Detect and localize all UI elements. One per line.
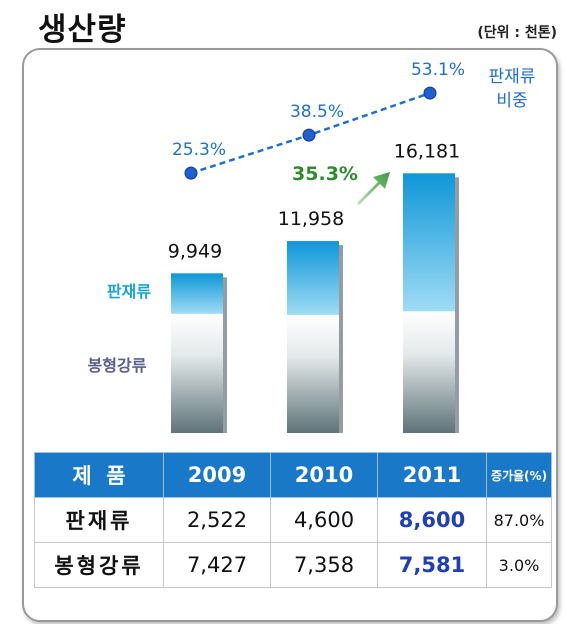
table-cell: 7,427 bbox=[163, 542, 271, 588]
legend-upper-label: 판재류 bbox=[107, 282, 151, 301]
header-2010: 2010 bbox=[270, 452, 378, 498]
row-label: 봉형강류 bbox=[34, 542, 164, 588]
share-label-2011: 53.1% bbox=[411, 60, 465, 80]
table-cell: 7,358 bbox=[270, 542, 378, 588]
unit-label: (단위 : 천톤) bbox=[477, 25, 557, 41]
share-label-2009: 25.3% bbox=[172, 140, 226, 160]
bar-depth bbox=[223, 277, 227, 433]
total-label-2009: 9,949 bbox=[168, 240, 222, 262]
table-cell: 7,581 bbox=[377, 542, 487, 588]
share-point-2009 bbox=[184, 166, 198, 180]
share-label-2010: 38.5% bbox=[290, 102, 344, 122]
table-cell: 4,600 bbox=[270, 497, 378, 543]
page-title: 생산량 bbox=[38, 12, 127, 48]
bar-upper-2010 bbox=[287, 241, 339, 315]
table-row: 판재류 2,522 4,600 8,600 87.0% bbox=[34, 497, 552, 543]
table-row: 봉형강류 7,427 7,358 7,581 3.0% bbox=[34, 542, 552, 588]
legend-line-label-2: 비중 bbox=[496, 91, 527, 111]
growth-annotation: 35.3% bbox=[292, 163, 358, 185]
header-2011: 2011 bbox=[377, 452, 487, 498]
bar-depth bbox=[455, 177, 459, 433]
table-header-row: 제 품 2009 2010 2011 증가율(%) bbox=[34, 452, 552, 498]
growth-rate-cell: 3.0% bbox=[486, 542, 552, 588]
bar-upper-2009 bbox=[171, 273, 223, 314]
legend-line-label-1: 판재류 bbox=[489, 67, 536, 87]
share-point-2011 bbox=[423, 86, 437, 100]
header-product: 제 품 bbox=[34, 452, 164, 498]
total-label-2010: 11,958 bbox=[278, 208, 344, 230]
table-cell: 2,522 bbox=[163, 497, 271, 543]
bar-upper-2011 bbox=[403, 173, 455, 312]
bar-lower-2011 bbox=[403, 311, 455, 433]
bar-depth bbox=[339, 245, 343, 433]
growth-rate-cell: 87.0% bbox=[486, 497, 552, 543]
header-growth-rate: 증가율(%) bbox=[486, 452, 552, 498]
production-table: 제 품 2009 2010 2011 증가율(%) 판재류 2,522 4,60… bbox=[34, 452, 552, 588]
legend-lower-label: 봉형강류 bbox=[88, 356, 147, 375]
share-point-2010 bbox=[302, 128, 316, 142]
header-2009: 2009 bbox=[163, 452, 271, 498]
row-label: 판재류 bbox=[34, 497, 164, 543]
total-label-2011: 16,181 bbox=[394, 140, 460, 162]
bar-lower-2010 bbox=[287, 314, 339, 433]
bar-lower-2009 bbox=[171, 313, 223, 433]
growth-arrow bbox=[357, 172, 390, 205]
table-cell: 8,600 bbox=[377, 497, 487, 543]
